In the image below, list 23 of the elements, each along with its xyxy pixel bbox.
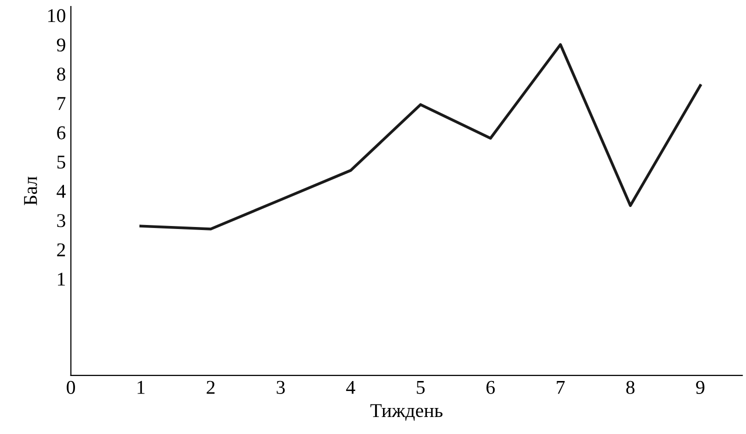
x-tick-label: 6 [486, 380, 495, 394]
line-series [139, 43, 702, 230]
x-axis-title: Тиждень [370, 404, 442, 421]
x-tick-label: 7 [556, 381, 565, 394]
x-tick-label: 3 [276, 380, 285, 394]
y-tick-label: 9 [56, 38, 66, 52]
x-tick-label: 9 [696, 380, 704, 394]
y-tick-label: 3 [57, 214, 66, 228]
x-tick-label: 8 [626, 380, 634, 394]
x-tick-label: 5 [416, 381, 425, 394]
x-tick-label: 2 [206, 380, 215, 394]
y-tick-label: 1 [58, 272, 65, 286]
y-tick-label: 4 [56, 184, 66, 198]
x-tick-label: 0 [66, 380, 75, 394]
y-tick-label: 6 [57, 126, 66, 140]
y-axis-title: Бал [24, 176, 38, 206]
x-tick-label: 4 [346, 380, 356, 394]
x-tick-label: 1 [138, 380, 144, 394]
y-tick-label: 10 [48, 9, 66, 22]
y-tick-label: 2 [57, 243, 65, 256]
y-tick-label: 8 [57, 68, 66, 81]
y-tick-label: 5 [57, 156, 66, 169]
y-tick-label: 7 [58, 97, 66, 110]
